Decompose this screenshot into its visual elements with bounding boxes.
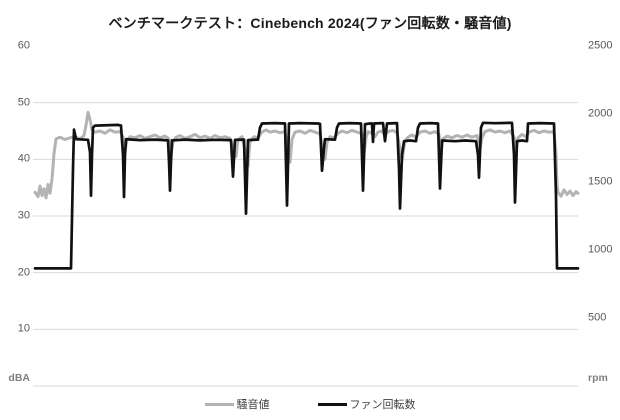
left-axis-tick-label: 50 xyxy=(17,96,30,109)
legend-label-noise: 騒音値 xyxy=(236,399,270,411)
left-axis-unit-label: dBA xyxy=(8,371,30,384)
right-axis-tick-label: 2000 xyxy=(588,107,613,120)
left-axis-tick-label: 30 xyxy=(17,209,30,222)
right-axis-tick-label: 1500 xyxy=(588,175,613,188)
left-axis-tick-label: 60 xyxy=(17,39,30,52)
right-axis-tick-label: 2500 xyxy=(588,39,613,52)
noise-line xyxy=(33,110,580,200)
legend-item-noise: 騒音値 xyxy=(204,396,270,412)
left-axis-tick-label: 20 xyxy=(17,266,30,279)
right-axis-tick-label: 500 xyxy=(588,311,607,324)
fan-speed-line xyxy=(33,121,580,270)
legend-item-fan: ファン回転数 xyxy=(317,396,416,412)
right-axis-unit-label: rpm xyxy=(588,371,608,384)
legend-label-fan: ファン回転数 xyxy=(349,399,416,411)
fan-line-swatch xyxy=(317,402,347,406)
chart-legend: 騒音値 ファン回転数 xyxy=(0,396,620,412)
right-axis-tick-label: 1000 xyxy=(588,243,613,256)
noise-line-swatch xyxy=(204,402,234,406)
left-axis-tick-label: 10 xyxy=(17,322,30,335)
chart-title: ベンチマークテスト：Cinebench 2024(ファン回転数・騒音値) xyxy=(108,15,512,31)
left-axis-tick-label: 40 xyxy=(17,152,30,165)
